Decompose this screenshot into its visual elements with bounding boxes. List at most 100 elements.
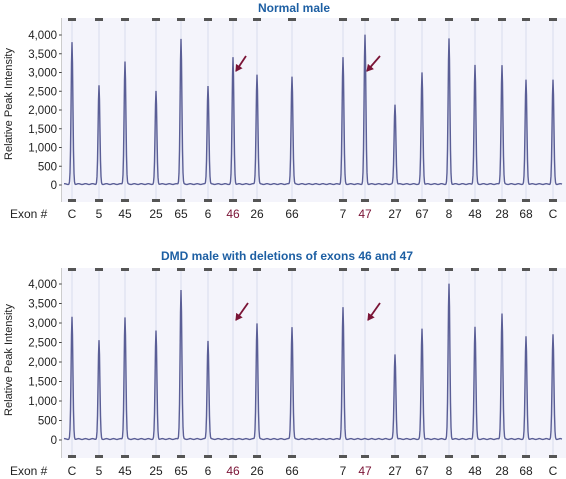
- y-tick-label: 500: [38, 161, 57, 173]
- lane-top-mark: [253, 18, 261, 21]
- lane-bottom-mark: [288, 199, 296, 202]
- y-tick-label: 3,000: [28, 318, 57, 330]
- lane-top-mark: [204, 18, 212, 21]
- lane-bottom-mark: [471, 455, 479, 458]
- arrows: [235, 302, 381, 321]
- lane-bottom-mark: [498, 199, 506, 202]
- y-tick-label: 1,000: [28, 396, 57, 408]
- y-tick-label: 500: [38, 416, 57, 428]
- lane-bottom-mark: [204, 199, 212, 202]
- x-axis-prefix: Exon #: [10, 207, 48, 221]
- lane-bottom-mark: [549, 199, 557, 202]
- panel-title: Normal male: [258, 1, 330, 15]
- lane-bottom-mark: [418, 199, 426, 202]
- arrows: [235, 55, 381, 72]
- lane-top-mark: [471, 268, 479, 271]
- lane-top-mark: [152, 268, 160, 271]
- lane-top-mark: [549, 18, 557, 21]
- lane-bottom-mark: [95, 455, 103, 458]
- x-tick-label: 27: [388, 207, 402, 221]
- lane-top-mark: [418, 268, 426, 271]
- x-tick-label: C: [68, 207, 77, 221]
- lane-bottom-mark: [418, 455, 426, 458]
- lane-top-mark: [204, 268, 212, 271]
- annotation-arrow: [366, 55, 381, 72]
- lane-bottom-mark: [339, 199, 347, 202]
- lane-bottom-mark: [68, 455, 76, 458]
- y-tick-label: 3,500: [28, 49, 57, 61]
- lane-bottom-mark: [121, 199, 129, 202]
- lane-bottom-mark: [391, 455, 399, 458]
- lane-bottom-mark: [391, 199, 399, 202]
- x-tick-label: 5: [96, 464, 103, 478]
- x-tick-label: C: [549, 464, 558, 478]
- x-tick-label: 26: [250, 464, 264, 478]
- x-tick-label: 7: [340, 207, 347, 221]
- lane-top-mark: [391, 18, 399, 21]
- lane-top-mark: [498, 268, 506, 271]
- lane-top-mark: [361, 268, 369, 271]
- lane-top-mark: [229, 268, 237, 271]
- y-tick-label: 1,500: [28, 377, 57, 389]
- x-tick-label: 6: [205, 207, 212, 221]
- y-tick-label: 4,000: [28, 279, 57, 291]
- x-tick-label: 66: [285, 207, 299, 221]
- lane-bottom-mark: [229, 199, 237, 202]
- lane-top-mark: [522, 18, 530, 21]
- x-tick-label: 25: [149, 464, 163, 478]
- x-tick-label: 46: [226, 464, 240, 478]
- lane-top-mark: [95, 268, 103, 271]
- x-tick-label: 68: [519, 464, 533, 478]
- x-tick-label: 48: [468, 464, 482, 478]
- lane-top-mark: [177, 18, 185, 21]
- lane-top-mark: [445, 268, 453, 271]
- x-tick-label: 48: [468, 207, 482, 221]
- x-tick-label: 25: [149, 207, 163, 221]
- lane-top-mark: [339, 18, 347, 21]
- lane-top-mark: [68, 18, 76, 21]
- lane-bottom-mark: [549, 455, 557, 458]
- lane-bottom-mark: [445, 455, 453, 458]
- x-tick-label: 28: [495, 207, 509, 221]
- lane-bottom-mark: [204, 455, 212, 458]
- x-tick-label: 45: [118, 207, 132, 221]
- panel-normal-male: Normal male Relative Peak Intensity 0 500…: [3, 1, 566, 221]
- annotation-arrow: [367, 302, 381, 321]
- lane-top-mark: [471, 18, 479, 21]
- lane-top-mark: [95, 18, 103, 21]
- lane-bottom-mark: [471, 199, 479, 202]
- lane-bottom-mark: [253, 455, 261, 458]
- lane-bottom-mark: [445, 199, 453, 202]
- y-tick-label: 4,000: [28, 30, 57, 42]
- y-axis-label: Relative Peak Intensity: [3, 48, 15, 160]
- lane-top-mark: [121, 18, 129, 21]
- y-tick-label: 2,500: [28, 338, 57, 350]
- x-tick-label: 67: [415, 207, 429, 221]
- x-tick-label: 66: [285, 464, 299, 478]
- x-axis-ticks: C 5 45 25 65 6 46 26 66 7 47 27 67 8 48 28 68 C: [68, 464, 558, 478]
- lane-top-mark: [68, 268, 76, 271]
- y-axis-ticks: 0 500 1,000 1,500 2,000 2,500 3,000 3,500 4,000: [28, 268, 63, 458]
- lane-bottom-mark: [522, 455, 530, 458]
- lane-top-mark: [152, 18, 160, 21]
- lane-top-mark: [522, 268, 530, 271]
- x-tick-label: 8: [446, 207, 453, 221]
- x-tick-label: 68: [519, 207, 533, 221]
- x-tick-label: 8: [446, 464, 453, 478]
- x-tick-label: 65: [174, 207, 188, 221]
- lane-bottom-mark: [121, 455, 129, 458]
- y-tick-label: 1,000: [28, 143, 57, 155]
- lane-bottom-mark: [152, 455, 160, 458]
- x-axis-prefix: Exon #: [10, 464, 48, 478]
- lane-bottom-mark: [253, 199, 261, 202]
- annotation-arrow: [235, 55, 247, 72]
- x-tick-label: 7: [340, 464, 347, 478]
- plot-area: [62, 18, 566, 202]
- lane-top-mark: [549, 268, 557, 271]
- x-tick-label: 27: [388, 464, 402, 478]
- lane-top-mark: [418, 18, 426, 21]
- y-tick-label: 3,000: [28, 68, 57, 80]
- lane-top-mark: [391, 268, 399, 271]
- lane-top-mark: [177, 268, 185, 271]
